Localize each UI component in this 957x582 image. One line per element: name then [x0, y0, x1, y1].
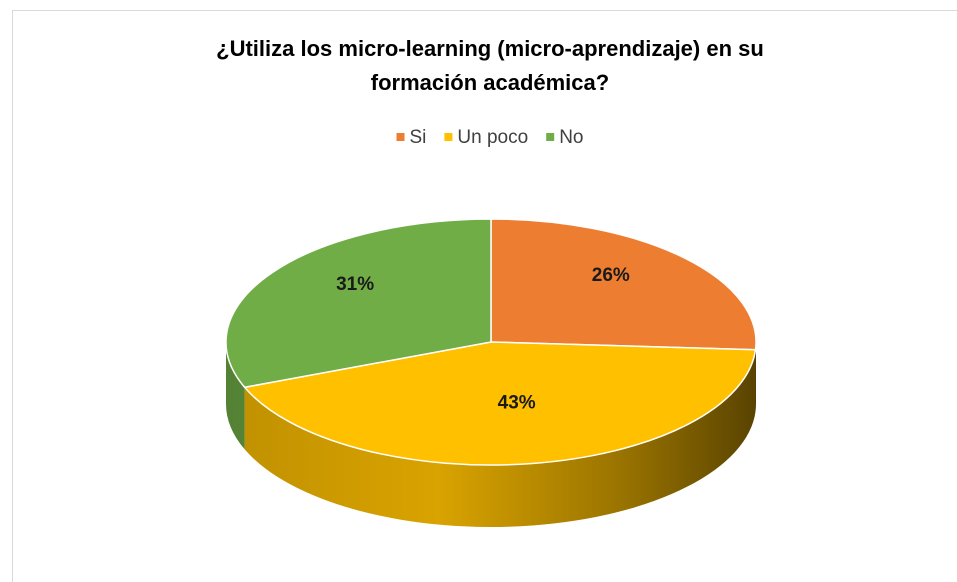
- slice-side: [755, 342, 756, 412]
- chart-title: ¿Utiliza los micro-learning (micro-apren…: [216, 36, 764, 95]
- slice-side: [226, 342, 245, 450]
- legend-marker: [546, 133, 555, 141]
- legend: Si Un poco No: [396, 127, 583, 148]
- legend-label: Si: [410, 127, 427, 148]
- legend-marker: [444, 133, 453, 141]
- legend-label: Un poco: [457, 127, 528, 148]
- data-label: 43%: [498, 392, 536, 413]
- slice: [490, 218, 757, 351]
- data-label: 26%: [592, 265, 630, 286]
- data-label: 31%: [336, 274, 374, 295]
- legend-marker: [396, 133, 405, 141]
- slice: [225, 218, 492, 389]
- slice-side: [244, 349, 756, 527]
- legend-label: No: [559, 127, 583, 148]
- slice: [243, 341, 757, 466]
